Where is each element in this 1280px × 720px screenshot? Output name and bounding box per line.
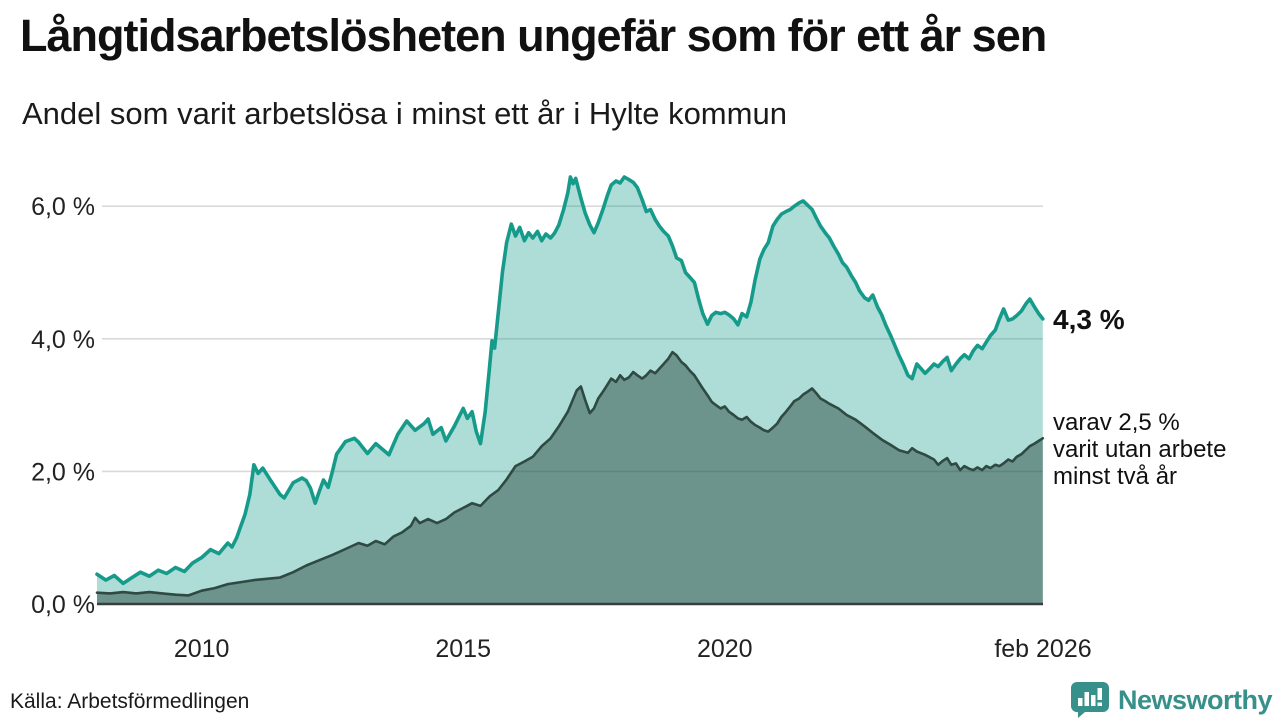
- newsworthy-wordmark: Newsworthy: [1117, 684, 1273, 715]
- page-title: Långtidsarbetslösheten ungefär som för e…: [20, 10, 1047, 61]
- secondary-value-label: varav 2,5 % varit utan arbete minst två …: [1053, 409, 1226, 490]
- secondary-value-line-1: varav 2,5 %: [1053, 409, 1180, 436]
- secondary-value-line-2: varit utan arbete: [1053, 436, 1227, 463]
- newsworthy-logo: Newsworthy: [1070, 681, 1273, 719]
- secondary-value-line-3: minst två år: [1053, 463, 1178, 490]
- y-tick-label: 0,0 %: [31, 591, 95, 619]
- series-area-2: [97, 352, 1043, 604]
- series-area-1: [97, 177, 1043, 604]
- series-line-2: [95, 350, 1045, 597]
- x-tick-label: 2020: [697, 635, 753, 663]
- series-line-1: [95, 175, 1045, 586]
- y-tick-label: 4,0 %: [31, 326, 95, 354]
- y-tick-label: 6,0 %: [31, 193, 95, 221]
- x-tick-label: 2015: [435, 635, 491, 663]
- source-label: Källa: Arbetsförmedlingen: [10, 690, 250, 713]
- y-tick-label: 2,0 %: [31, 458, 95, 486]
- chart-subtitle: Andel som varit arbetslösa i minst ett å…: [22, 96, 787, 131]
- x-tick-label: 2010: [174, 635, 230, 663]
- latest-value-label: 4,3 %: [1053, 304, 1125, 335]
- newsworthy-icon: [1070, 681, 1110, 719]
- x-tick-label: feb 2026: [994, 635, 1091, 663]
